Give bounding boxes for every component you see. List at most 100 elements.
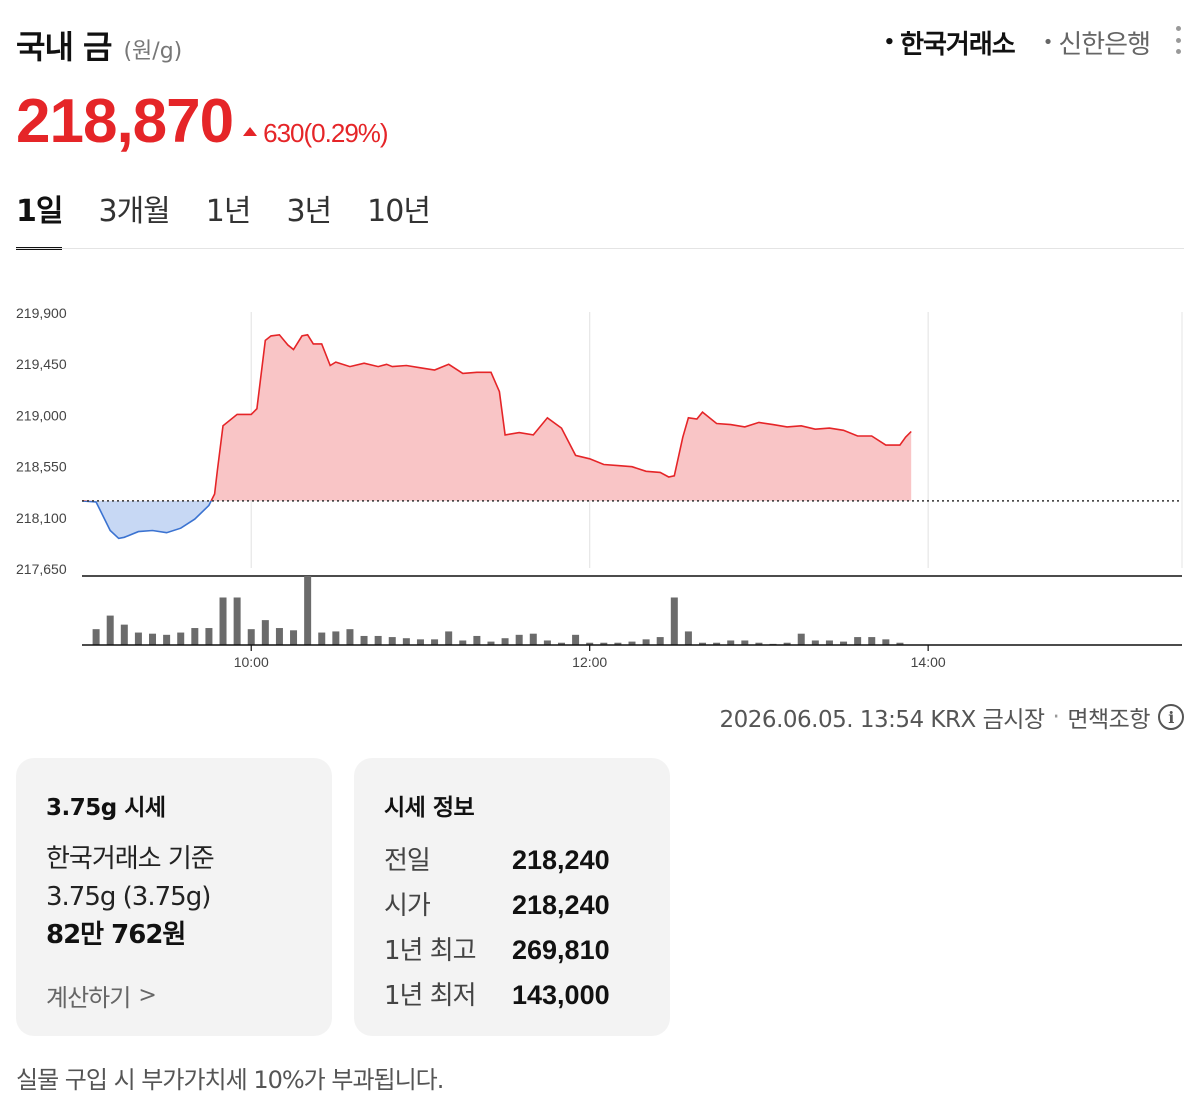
card-title: 시세 정보	[384, 795, 475, 821]
more-options-icon[interactable]	[1170, 26, 1186, 54]
volume-bar	[233, 597, 241, 645]
tab-1d[interactable]: 1일	[16, 186, 63, 250]
volume-bar	[473, 635, 481, 645]
volume-bar	[388, 637, 396, 645]
volume-bar	[219, 597, 227, 645]
stat-label: 1년 최저	[384, 981, 477, 1011]
volume-bar	[727, 640, 735, 645]
volume-bar	[529, 633, 537, 645]
volume-bar	[614, 642, 622, 645]
tab-3m[interactable]: 3개월	[98, 194, 170, 229]
stat-row: 1년 최고 269,810	[384, 930, 640, 975]
volume-bar	[557, 642, 565, 645]
volume-bar	[868, 637, 876, 645]
x-tick-label: 12:00	[572, 654, 607, 670]
volume-bar	[374, 635, 382, 645]
price-change: 630 (0.29%)	[243, 118, 389, 149]
volume-bar	[882, 639, 890, 645]
volume-bar	[205, 628, 213, 645]
price-area-above	[82, 334, 912, 501]
header-title-row: 국내 금 (원/g)	[16, 22, 182, 66]
chart-footer: 2026.06.05. 13:54 KRX 금시장 · 면책조항 i	[720, 700, 1184, 734]
volume-bar	[134, 632, 142, 645]
volume-bar	[840, 641, 848, 645]
stat-label: 시가	[384, 891, 431, 921]
current-price: 218,870	[16, 87, 234, 156]
volume-bar	[515, 634, 523, 645]
calculate-link[interactable]: 계산하기 >	[46, 978, 157, 1013]
volume-bar	[811, 640, 819, 645]
stat-value: 218,240	[512, 890, 610, 920]
chevron-right-icon: >	[138, 983, 156, 1008]
tab-10y[interactable]: 10년	[367, 194, 431, 229]
volume-bar	[854, 637, 862, 645]
price-line-above	[82, 333, 912, 501]
y-tick-label: 219,900	[16, 305, 67, 321]
unit-label: (원/g)	[123, 39, 183, 64]
volume-bar	[346, 629, 354, 645]
period-tabs: 1일 3개월 1년 3년 10년	[16, 186, 431, 250]
volume-bar	[191, 628, 199, 645]
card-amount: 82만 762원	[46, 920, 186, 950]
volume-bar	[642, 639, 650, 645]
source-switch: • 한국거래소 • 신한은행	[884, 24, 1151, 61]
separator-dot: ·	[1052, 704, 1060, 730]
source-krx[interactable]: • 한국거래소	[884, 24, 1016, 61]
volume-bar	[783, 642, 791, 645]
price-chart[interactable]: 219,900 219,450 219,000 218,550 218,100 217,6…	[0, 290, 1200, 680]
tab-3y[interactable]: 3년	[286, 194, 332, 229]
timestamp: 2026.06.05. 13:54 KRX 금시장	[719, 707, 1046, 733]
volume-bar	[445, 631, 453, 645]
volume-bar	[261, 620, 269, 645]
volume-bar	[163, 634, 171, 645]
x-tick-label: 10:00	[234, 654, 269, 670]
disclaimer-link[interactable]: 면책조항	[1067, 707, 1150, 733]
volume-bar	[431, 639, 439, 645]
source-krx-label: 한국거래소	[900, 30, 1016, 60]
volume-bar	[304, 576, 312, 645]
tab-1y[interactable]: 1년	[205, 194, 252, 229]
y-tick-label: 218,550	[16, 459, 67, 475]
volume-bar	[572, 634, 580, 645]
card-weight: 3.75g (3.75g)	[46, 882, 211, 912]
stat-row: 시가 218,240	[384, 885, 640, 930]
stat-value: 218,240	[512, 845, 610, 875]
source-shinhan-label: 신한은행	[1058, 30, 1151, 60]
price-row: 218,870 630 (0.29%)	[16, 86, 389, 157]
tab-divider	[16, 248, 1184, 249]
card-basis: 한국거래소 기준	[46, 844, 215, 874]
x-tick-label: 14:00	[911, 654, 946, 670]
volume-bar	[825, 640, 833, 645]
volume-bar	[247, 629, 255, 645]
source-shinhan[interactable]: • 신한은행	[1042, 24, 1151, 61]
stat-label: 전일	[384, 846, 431, 876]
price-area-below	[82, 500, 212, 539]
volume-bar	[290, 630, 298, 645]
volume-bar	[670, 597, 678, 645]
y-tick-label: 219,450	[16, 356, 67, 372]
volume-bar	[459, 640, 467, 645]
volume-bar	[402, 638, 410, 645]
volume-bar	[628, 641, 636, 645]
volume-bar	[106, 615, 114, 645]
volume-bar	[797, 633, 805, 645]
y-tick-label: 219,000	[16, 407, 67, 423]
volume-bar	[360, 635, 368, 645]
volume-bar	[600, 642, 608, 645]
volume-bar	[741, 640, 749, 645]
info-icon[interactable]: i	[1158, 704, 1184, 730]
bullet-icon: •	[1042, 32, 1054, 53]
y-tick-label: 218,100	[16, 510, 67, 526]
volume-bar	[896, 642, 904, 645]
vat-notice: 실물 구입 시 부가가치세 10%가 부과됩니다.	[16, 1066, 444, 1094]
volume-bar	[586, 642, 594, 645]
card-title: 3.75g 시세	[46, 795, 166, 821]
volume-bar	[755, 642, 763, 645]
price-info-card: 시세 정보 전일 218,240 시가 218,240 1년 최고 269,81…	[354, 758, 670, 1036]
volume-bar	[149, 633, 157, 645]
stat-row: 전일 218,240	[384, 840, 640, 885]
stat-row: 1년 최저 143,000	[384, 975, 640, 1020]
volume-bar	[543, 640, 551, 645]
volume-bar	[656, 637, 664, 645]
up-arrow-icon	[243, 127, 258, 136]
